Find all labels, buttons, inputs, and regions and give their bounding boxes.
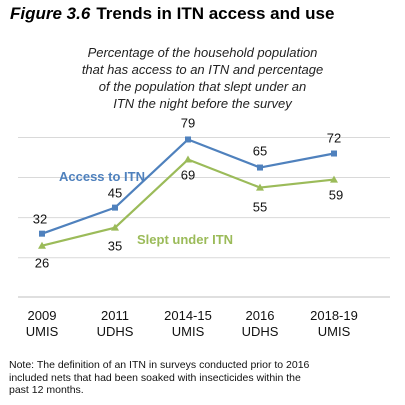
x-tick-label: UMIS [26, 324, 59, 339]
figure-title-text: Trends in ITN access and use [96, 4, 335, 23]
x-tick-label: 2011 [101, 308, 129, 323]
chart-note: Note: The definition of an ITN in survey… [9, 359, 397, 397]
figure-title: Figure 3.6 Trends in ITN access and use [10, 4, 334, 24]
data-label: 35 [108, 239, 122, 254]
x-tick-label: 2018-19 [310, 308, 358, 323]
x-tick-label: UMIS [318, 324, 351, 339]
data-point [38, 241, 46, 249]
data-point [184, 155, 192, 163]
x-tick-label: UDHS [242, 324, 279, 339]
data-point [257, 164, 263, 171]
note-line: past 12 months. [9, 384, 84, 396]
data-label: 32 [33, 212, 47, 227]
data-point [112, 204, 118, 211]
x-tick-label: 2016 [246, 308, 275, 323]
data-label: 45 [108, 186, 122, 201]
data-label: 55 [253, 200, 267, 215]
data-point [331, 150, 337, 157]
chart-subtitle: Percentage of the household population t… [30, 44, 375, 112]
subtitle-line: Percentage of the household population [87, 45, 318, 60]
data-label: 59 [329, 188, 343, 203]
subtitle-line: ITN the night before the survey [113, 96, 292, 111]
data-label: 26 [35, 256, 49, 271]
data-point [185, 136, 191, 143]
series-line [41, 138, 335, 235]
figure-number: Figure 3.6 [10, 4, 91, 23]
data-label: 69 [181, 168, 195, 183]
series-label-access: Access to ITN [59, 169, 145, 184]
data-point [39, 230, 45, 237]
series-label-slept: Slept under ITN [137, 232, 233, 247]
data-point [330, 175, 338, 183]
note-line: Note: The definition of an ITN in survey… [9, 359, 310, 371]
x-tick-label: 2014-15 [164, 308, 212, 323]
x-tick-label: 2009 [28, 308, 57, 323]
data-label: 65 [253, 144, 267, 159]
data-point [256, 183, 264, 191]
x-tick-label: UMIS [172, 324, 205, 339]
data-point [111, 223, 119, 231]
subtitle-line: that has access to an ITN and percentage [81, 62, 324, 77]
data-label: 72 [327, 131, 341, 146]
x-tick-label: UDHS [97, 324, 134, 339]
subtitle-line: of the population that slept under an [98, 79, 307, 94]
note-line: included nets that had been soaked with … [9, 371, 301, 384]
data-label: 79 [181, 115, 195, 130]
